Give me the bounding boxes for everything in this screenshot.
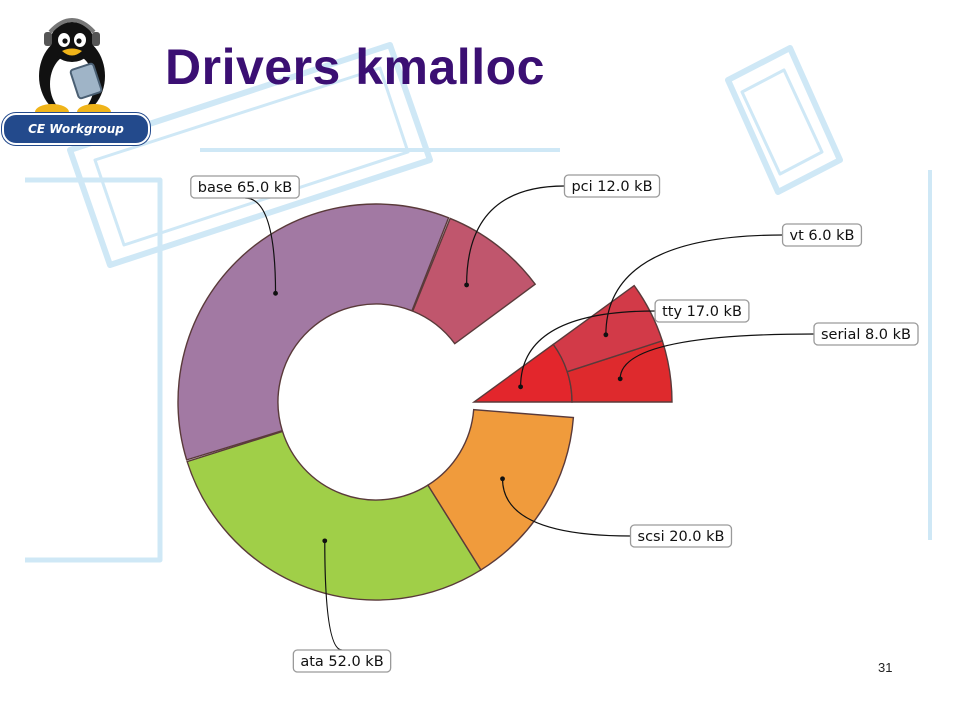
slice-vt: [552, 284, 664, 373]
label-text-ata: ata 52.0 kB: [300, 654, 383, 670]
leader-line-base: [244, 197, 277, 294]
anchor-dot-tty: [518, 384, 524, 390]
anchor-dot-ata: [322, 538, 328, 544]
slice-base: [177, 203, 450, 461]
leader-line-ata: [324, 540, 343, 651]
leader-line-serial: [619, 333, 814, 379]
label-text-vt: vt 6.0 kB: [790, 228, 855, 244]
label-box-ata: [292, 649, 392, 673]
leader-line-vt: [605, 234, 783, 335]
logo-badge-label: CE Workgroup: [2, 113, 150, 145]
label-box-base: [190, 175, 300, 199]
anchor-dot-base: [273, 290, 278, 296]
anchor-dot-pci: [464, 282, 470, 288]
leader-line-scsi: [501, 478, 631, 537]
label-text-pci: pci 12.0 kB: [571, 179, 652, 195]
slice-tty: [471, 343, 573, 403]
chart-labels: pci 12.0 kB base 65.0 kB ata 52.0 kB scsi 2…: [190, 174, 919, 673]
anchor-dot-scsi: [500, 476, 505, 482]
chart-leader-lines: [244, 185, 814, 651]
slice-scsi: [426, 408, 575, 571]
label-text-base: base 65.0 kB: [198, 180, 292, 196]
page-number: 31: [878, 660, 893, 675]
slide-title: Drivers kmalloc: [165, 39, 545, 95]
label-text-serial: serial 8.0 kB: [821, 327, 911, 343]
leader-line-pci: [466, 185, 565, 285]
label-box-pci: [563, 174, 661, 198]
label-text-scsi: scsi 20.0 kB: [638, 529, 725, 545]
slice-pci: [411, 217, 537, 345]
slice-ata: [186, 430, 482, 601]
background-decoration: [25, 42, 932, 563]
ce-workgroup-logo: CE Workgroup: [0, 10, 150, 145]
label-text-tty: tty 17.0 kB: [662, 304, 742, 320]
bg-monitor-shape: [67, 42, 433, 268]
label-box-scsi: [629, 524, 733, 548]
bg-frame-left: [25, 177, 163, 563]
anchor-dot-vt: [603, 332, 609, 338]
label-box-serial: [813, 322, 919, 346]
leader-line-tty: [520, 310, 656, 387]
label-box-tty: [654, 299, 750, 323]
label-box-vt: [781, 223, 863, 247]
bg-phone-shape: [725, 45, 843, 195]
anchor-dot-serial: [617, 376, 623, 382]
bg-phone-inner: [740, 68, 824, 176]
chart-slices: [177, 203, 673, 601]
